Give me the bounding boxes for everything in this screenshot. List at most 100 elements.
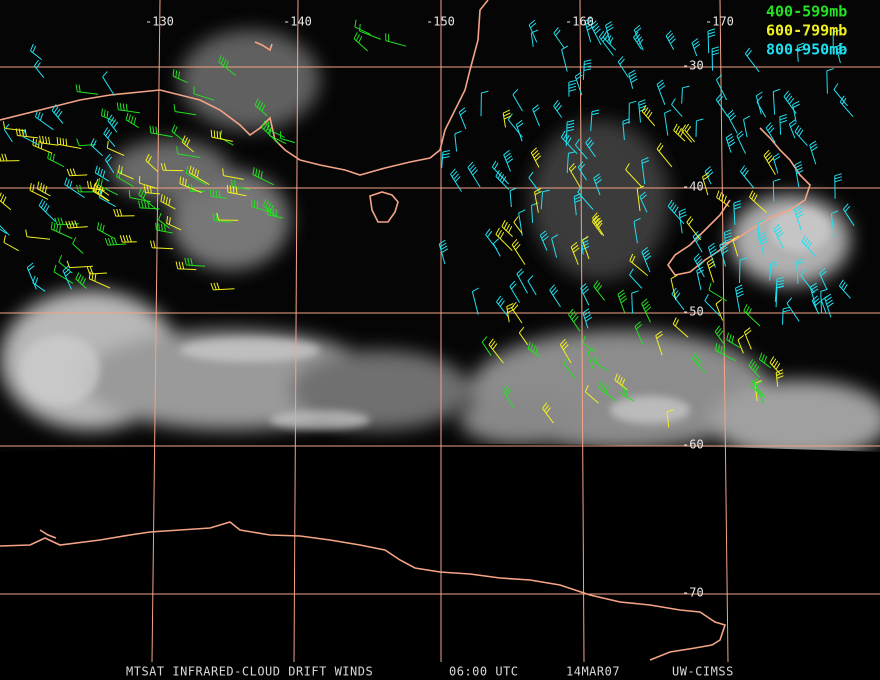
footer-time: 06:00 UTC (449, 665, 519, 679)
wind-barb (641, 157, 649, 185)
wind-barb (641, 105, 656, 127)
wind-barb (155, 222, 173, 234)
wind-barb (681, 124, 693, 143)
wind-barb (568, 308, 581, 332)
legend-entry: 800-950mb (766, 41, 847, 59)
wind-barb (513, 216, 523, 234)
wind-barb (0, 224, 10, 236)
wind-barb (617, 289, 628, 313)
wind-barb (495, 227, 513, 251)
wind-barb (160, 163, 184, 172)
wind-barb (0, 192, 12, 211)
wind-barb (842, 203, 855, 227)
wind-barb (0, 228, 7, 235)
wind-barb (39, 135, 59, 146)
wind-barb (496, 295, 509, 318)
wind-barb (454, 130, 462, 152)
wind-barb (592, 212, 605, 237)
wind-barb (684, 123, 695, 143)
wind-barb (33, 59, 45, 79)
wind-barb (691, 352, 707, 374)
meridian (579, 0, 585, 663)
wind-barb (819, 268, 828, 290)
wind-barb (62, 265, 72, 290)
wind-barb (655, 330, 663, 356)
wind-barb (763, 149, 776, 176)
wind-barb (704, 294, 721, 317)
wind-barb (670, 274, 678, 301)
wind-barb (359, 23, 381, 40)
wind-barb (353, 32, 369, 52)
wind-barb (598, 380, 617, 402)
wind-barb (656, 142, 673, 168)
wind-barb (106, 140, 125, 156)
wind-barb (251, 199, 271, 213)
wind-barb (641, 247, 652, 273)
wind-barb (702, 172, 710, 196)
wind-barb (528, 19, 538, 43)
wind-barb (471, 287, 479, 315)
wind-barb (830, 210, 839, 237)
wind-barb (527, 275, 537, 296)
wind-barb (441, 150, 451, 169)
wind-barb (97, 177, 119, 196)
wind-barb (638, 99, 647, 123)
wind-barb (145, 153, 159, 173)
wind-barb (94, 165, 110, 182)
wind-barb (47, 151, 65, 168)
wind-barb (582, 308, 592, 329)
wind-barb (577, 185, 594, 210)
wind-barb (172, 69, 188, 84)
wind-barb (185, 165, 207, 186)
wind-barb (801, 235, 816, 257)
wind-barb (593, 354, 609, 372)
wind-barb (757, 219, 765, 241)
wind-barb (280, 131, 296, 144)
wind-barb (748, 359, 760, 378)
wind-barb (173, 104, 197, 116)
wind-barb (587, 347, 595, 369)
wind-barb (793, 204, 804, 231)
wind-barb (139, 175, 158, 189)
wind-barb (744, 47, 760, 73)
cloud-layer (0, 30, 880, 460)
wind-barb (66, 168, 88, 177)
wind-barb (733, 200, 742, 225)
wind-barb (769, 356, 781, 374)
wind-barb (58, 255, 73, 274)
wind-barb (706, 258, 716, 283)
wind-barb (458, 107, 467, 130)
wind-barb (66, 260, 94, 269)
wind-barb (481, 336, 492, 356)
wind-barb (75, 84, 99, 95)
wind-barb (32, 275, 46, 292)
wind-barb (226, 184, 247, 197)
wind-barb (838, 279, 851, 299)
wind-barb (794, 161, 804, 188)
wind-barb (719, 240, 729, 267)
wind-barb (811, 295, 821, 315)
wind-barb (518, 209, 526, 236)
wind-barb (553, 99, 563, 118)
wind-barb (212, 213, 232, 223)
wind-barb (715, 74, 728, 101)
wind-barb (568, 79, 577, 97)
wind-barb (633, 217, 641, 244)
wind-barb (488, 338, 504, 364)
wind-barb (50, 221, 73, 239)
wind-barb (826, 68, 834, 94)
wind-barb (584, 384, 599, 404)
wind-barb (772, 178, 781, 202)
wind-barbs (0, 17, 855, 428)
wind-barb (38, 198, 56, 222)
wind-barb (756, 96, 767, 118)
wind-barb (591, 215, 603, 236)
wind-barb (88, 271, 111, 289)
wind-barb (103, 127, 116, 147)
wind-barb (582, 59, 592, 80)
wind-barb (509, 187, 517, 208)
coastlines (0, 0, 811, 661)
wind-barb (820, 295, 828, 314)
wind-barb (527, 341, 541, 358)
wind-barb (792, 100, 800, 122)
